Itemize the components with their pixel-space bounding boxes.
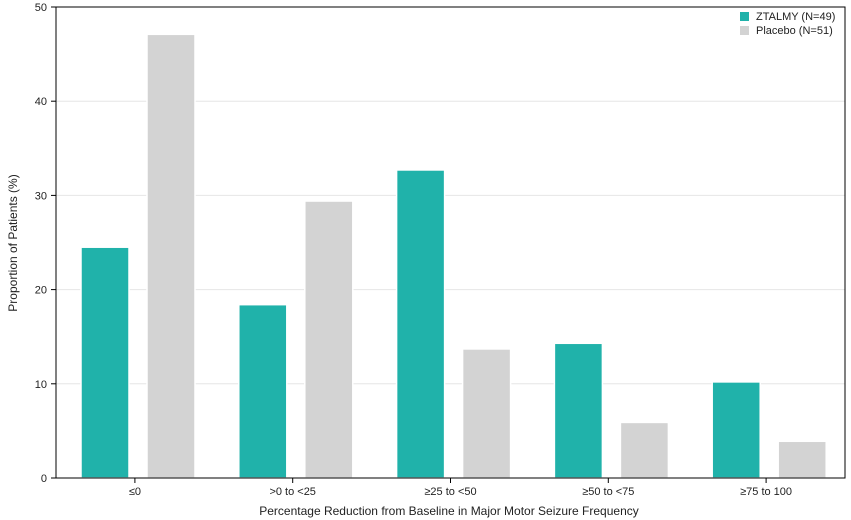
x-tick-label: >0 to <25 xyxy=(269,486,316,498)
x-tick-label: ≥50 to <75 xyxy=(582,486,634,498)
bar-ztalmy xyxy=(80,246,130,479)
y-tick-label: 50 xyxy=(35,2,47,14)
y-tick-label: 10 xyxy=(35,379,47,391)
legend-swatch-ztalmy xyxy=(740,12,749,21)
bar-placebo xyxy=(777,440,827,479)
y-tick-label: 30 xyxy=(35,190,47,202)
legend: ZTALMY (N=49) Placebo (N=51) xyxy=(740,11,835,37)
legend-label-placebo: Placebo (N=51) xyxy=(756,25,833,37)
y-tick-label: 20 xyxy=(35,285,47,297)
x-tick-label: ≤0 xyxy=(129,486,141,498)
legend-swatch-placebo xyxy=(740,26,749,35)
y-tick-label: 0 xyxy=(41,473,47,485)
bar-ztalmy xyxy=(395,169,446,479)
y-tick-label: 40 xyxy=(35,96,47,108)
bar-placebo xyxy=(619,421,670,479)
x-tick-label: ≥75 to 100 xyxy=(740,486,792,498)
x-tick-label: ≥25 to <50 xyxy=(424,486,476,498)
legend-label-ztalmy: ZTALMY (N=49) xyxy=(756,11,835,23)
bar-placebo xyxy=(461,348,512,479)
bar-ztalmy xyxy=(711,381,761,479)
bar-placebo xyxy=(304,200,354,479)
bar-ztalmy xyxy=(553,342,604,479)
y-axis-title: Proportion of Patients (%) xyxy=(6,174,20,311)
bar-placebo xyxy=(146,33,196,479)
x-axis-title: Percentage Reduction from Baseline in Ma… xyxy=(259,504,639,518)
bars xyxy=(80,33,827,479)
axes: 0 10 20 30 40 50 ≤0 >0 to <25 ≥25 to <50 ≥50 to <… xyxy=(35,2,846,498)
bar-ztalmy xyxy=(238,303,288,479)
